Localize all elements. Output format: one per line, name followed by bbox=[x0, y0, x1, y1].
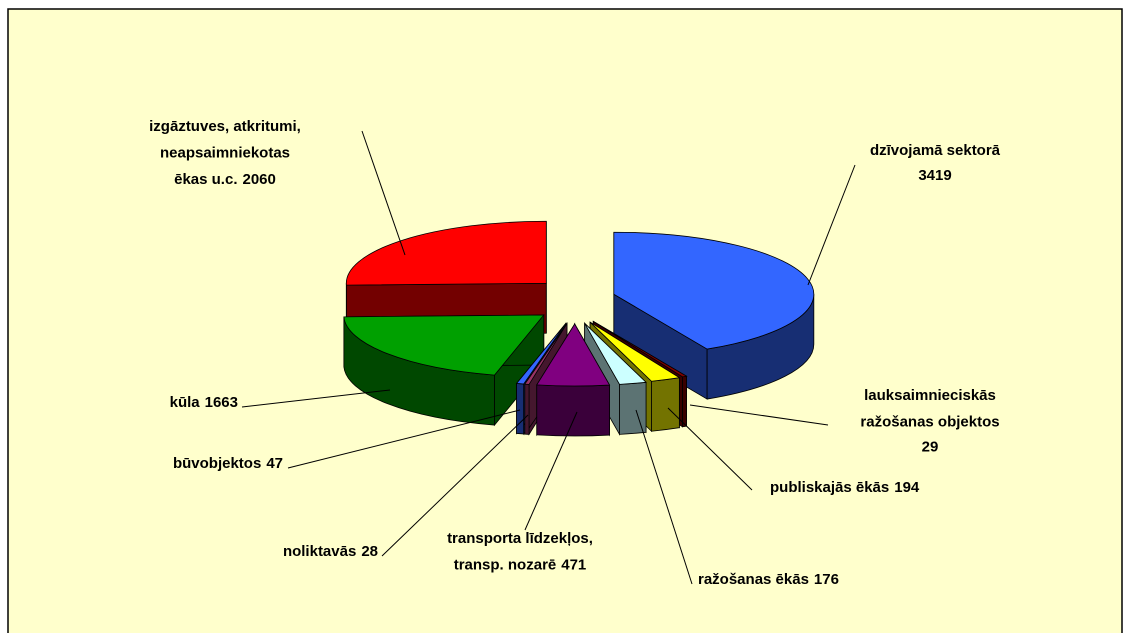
category-label: būvobjektos bbox=[173, 455, 261, 472]
leader-line bbox=[524, 411, 578, 531]
data-label: noliktavās 28 bbox=[283, 543, 378, 560]
label-line: lauksaimnieciskās bbox=[864, 387, 996, 404]
label-line: transporta līdzekļos, bbox=[447, 530, 593, 547]
slice bbox=[343, 314, 545, 376]
category-label: kūla bbox=[170, 394, 201, 411]
label-line: izgāztuves, atkritumi, bbox=[149, 118, 301, 135]
slice-side bbox=[651, 377, 680, 432]
slice bbox=[593, 321, 688, 378]
slice bbox=[345, 220, 547, 286]
value-label: 2060 bbox=[243, 171, 276, 188]
data-label: būvobjektos 47 bbox=[173, 455, 283, 472]
leader-line bbox=[361, 130, 406, 256]
slice bbox=[536, 323, 611, 387]
slice-side bbox=[516, 383, 525, 435]
data-label: ražošanas ēkās 176 bbox=[698, 571, 839, 588]
value-label: 47 bbox=[266, 455, 283, 472]
category-label: lauksaimnieciskās ražošanas objektos bbox=[860, 387, 999, 431]
label-line: ēkas u.c. bbox=[174, 171, 237, 188]
value-label: 3419 bbox=[918, 167, 951, 184]
chart-area bbox=[7, 8, 1123, 633]
slice bbox=[589, 321, 681, 382]
category-label: dzīvojamā sektorā bbox=[870, 142, 1001, 159]
slice-side bbox=[682, 375, 687, 428]
slice bbox=[613, 231, 815, 350]
label-line: kūla bbox=[170, 394, 201, 411]
leader-line bbox=[667, 407, 753, 491]
slice-side bbox=[619, 381, 647, 435]
leader-line bbox=[241, 389, 391, 408]
label-line: neapsaimniekotas bbox=[160, 145, 290, 162]
data-label: kūla 1663 bbox=[170, 394, 238, 411]
slice-side bbox=[524, 383, 530, 435]
data-label: publiskajās ēkās 194 bbox=[770, 479, 920, 496]
data-label: transporta līdzekļos, transp. nozarē 471 bbox=[447, 530, 593, 574]
data-label: izgāztuves, atkritumi, neapsaimniekotas ēk… bbox=[149, 118, 301, 188]
label-line: transp. nozarē bbox=[454, 557, 557, 574]
label-line: dzīvojamā sektorā bbox=[870, 142, 1001, 159]
value-label: 29 bbox=[922, 439, 939, 456]
leader-line bbox=[287, 409, 521, 469]
value-label: 194 bbox=[894, 479, 920, 496]
data-label: lauksaimnieciskās ražošanas objektos 29 bbox=[860, 387, 999, 456]
slice-side bbox=[536, 384, 610, 437]
label-line: noliktavās bbox=[283, 543, 356, 560]
value-label: 28 bbox=[361, 543, 378, 560]
category-label: noliktavās bbox=[283, 543, 356, 560]
value-label: 1663 bbox=[205, 394, 238, 411]
category-label: izgāztuves, atkritumi, neapsaimniekotas ēk… bbox=[149, 118, 301, 188]
leader-line bbox=[689, 404, 829, 426]
slice bbox=[584, 323, 647, 385]
data-label: dzīvojamā sektorā 3419 bbox=[870, 142, 1001, 184]
category-label: transporta līdzekļos, transp. nozarē bbox=[447, 530, 593, 574]
category-label: ražošanas ēkās bbox=[698, 571, 809, 588]
label-line: būvobjektos bbox=[173, 455, 261, 472]
label-line: publiskajās ēkās bbox=[770, 479, 889, 496]
slice bbox=[524, 323, 568, 385]
value-label: 176 bbox=[814, 571, 839, 588]
leader-line bbox=[635, 409, 693, 585]
label-line: ražošanas ēkās bbox=[698, 571, 809, 588]
leader-line bbox=[807, 164, 856, 286]
label-line: ražošanas objektos bbox=[860, 414, 999, 431]
value-label: 471 bbox=[561, 557, 586, 574]
leader-line bbox=[381, 414, 529, 557]
category-label: publiskajās ēkās bbox=[770, 479, 889, 496]
slice bbox=[515, 323, 567, 385]
